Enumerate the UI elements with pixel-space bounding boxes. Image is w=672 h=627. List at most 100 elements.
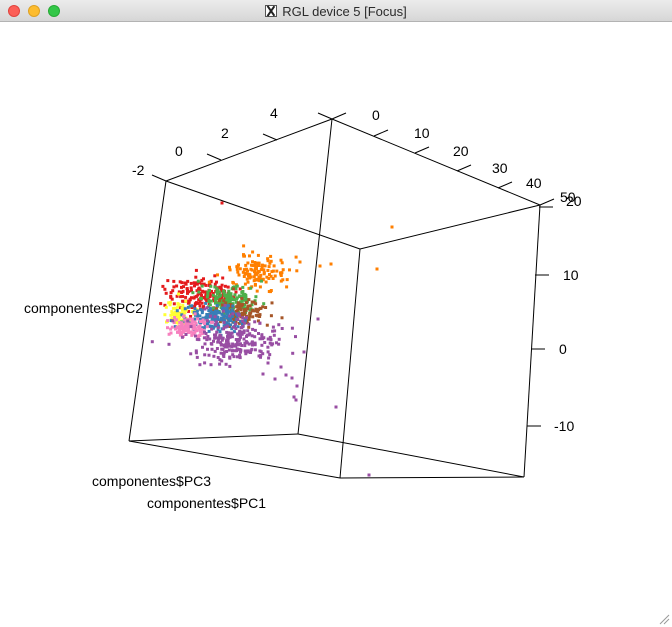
data-point	[240, 344, 244, 347]
pc1-tick	[456, 164, 472, 172]
close-window-button[interactable]	[8, 5, 20, 17]
pc3-tick-label: 4	[270, 105, 278, 121]
data-point	[216, 273, 219, 277]
data-point	[263, 341, 267, 344]
data-point	[193, 324, 197, 328]
data-point	[258, 321, 262, 325]
data-point	[226, 311, 230, 315]
data-point	[227, 348, 231, 352]
data-point	[275, 269, 279, 273]
data-point	[262, 302, 266, 306]
data-point	[208, 303, 212, 307]
data-point	[230, 315, 234, 319]
data-point	[244, 298, 248, 302]
data-point	[266, 269, 270, 272]
data-point	[172, 302, 176, 306]
data-point	[176, 305, 180, 309]
data-point	[186, 299, 190, 303]
data-point	[209, 314, 212, 318]
data-point	[222, 312, 226, 316]
data-point	[206, 347, 209, 351]
data-point	[241, 316, 245, 320]
maximize-window-button[interactable]	[48, 5, 60, 17]
resize-grip-icon[interactable]	[658, 613, 670, 625]
data-point	[231, 304, 235, 308]
box-edge	[128, 180, 167, 442]
data-point	[249, 311, 253, 315]
data-point	[193, 317, 197, 321]
data-point	[164, 305, 168, 309]
data-point	[186, 319, 190, 323]
box-edge	[359, 204, 541, 250]
data-point	[213, 285, 217, 289]
data-point	[251, 309, 255, 313]
minimize-window-button[interactable]	[28, 5, 40, 17]
data-point	[243, 309, 247, 313]
data-point	[182, 315, 186, 318]
data-point	[180, 335, 184, 339]
data-point	[252, 279, 256, 283]
pc2-tick-label: 10	[563, 267, 579, 283]
data-point	[269, 314, 273, 318]
data-point	[277, 342, 281, 346]
data-point	[209, 342, 213, 346]
data-point	[214, 313, 218, 317]
data-point	[295, 384, 299, 388]
data-point	[258, 349, 262, 353]
data-point	[215, 309, 219, 313]
data-point	[231, 349, 235, 353]
data-point	[269, 289, 273, 292]
data-point	[190, 304, 194, 308]
pc1-tick	[497, 181, 513, 189]
data-point	[268, 353, 272, 357]
data-point	[247, 274, 250, 278]
data-point	[199, 320, 203, 323]
data-point	[224, 307, 228, 311]
pc1-tick-label: 30	[492, 160, 508, 176]
data-point	[194, 334, 197, 338]
data-point	[215, 311, 219, 315]
data-point	[242, 275, 246, 278]
data-point	[163, 287, 167, 291]
data-point	[238, 305, 242, 309]
data-point	[190, 289, 193, 293]
data-point	[292, 395, 296, 399]
data-point	[237, 333, 241, 337]
data-point	[279, 365, 283, 369]
data-point	[200, 278, 204, 282]
data-point	[198, 281, 202, 285]
data-point	[285, 285, 289, 289]
data-point	[237, 343, 240, 347]
pc1-tick	[373, 129, 389, 137]
data-point	[166, 319, 170, 323]
data-point	[246, 350, 250, 354]
data-point	[253, 283, 257, 286]
window-title-group: RGL device 5 [Focus]	[0, 0, 672, 22]
pc3-tick	[206, 153, 222, 161]
data-point	[253, 309, 257, 313]
data-point	[180, 323, 184, 327]
data-point	[218, 362, 222, 366]
data-point	[199, 330, 203, 334]
data-point	[176, 312, 180, 316]
rgl-3d-plot[interactable]: -2 0 2 4 0 10 20 30 40 50 20 10 0	[0, 22, 672, 627]
data-point	[207, 309, 211, 312]
data-point	[218, 295, 222, 299]
data-point	[236, 325, 240, 329]
data-point	[239, 308, 243, 312]
data-point	[230, 327, 234, 331]
data-point	[237, 314, 241, 317]
data-point	[193, 307, 197, 311]
pc1-axis-label: componentes$PC1	[147, 495, 266, 511]
data-point	[261, 352, 265, 356]
data-point	[228, 335, 232, 339]
pc1-axis: 0 10 20 30 40 50	[331, 107, 576, 206]
data-point	[173, 316, 177, 319]
data-point	[204, 315, 208, 319]
title-bar[interactable]: RGL device 5 [Focus]	[0, 0, 672, 22]
data-point	[182, 329, 186, 333]
scatter-points	[150, 201, 394, 477]
data-point	[225, 324, 229, 328]
data-point	[223, 325, 227, 329]
data-point	[247, 298, 251, 302]
